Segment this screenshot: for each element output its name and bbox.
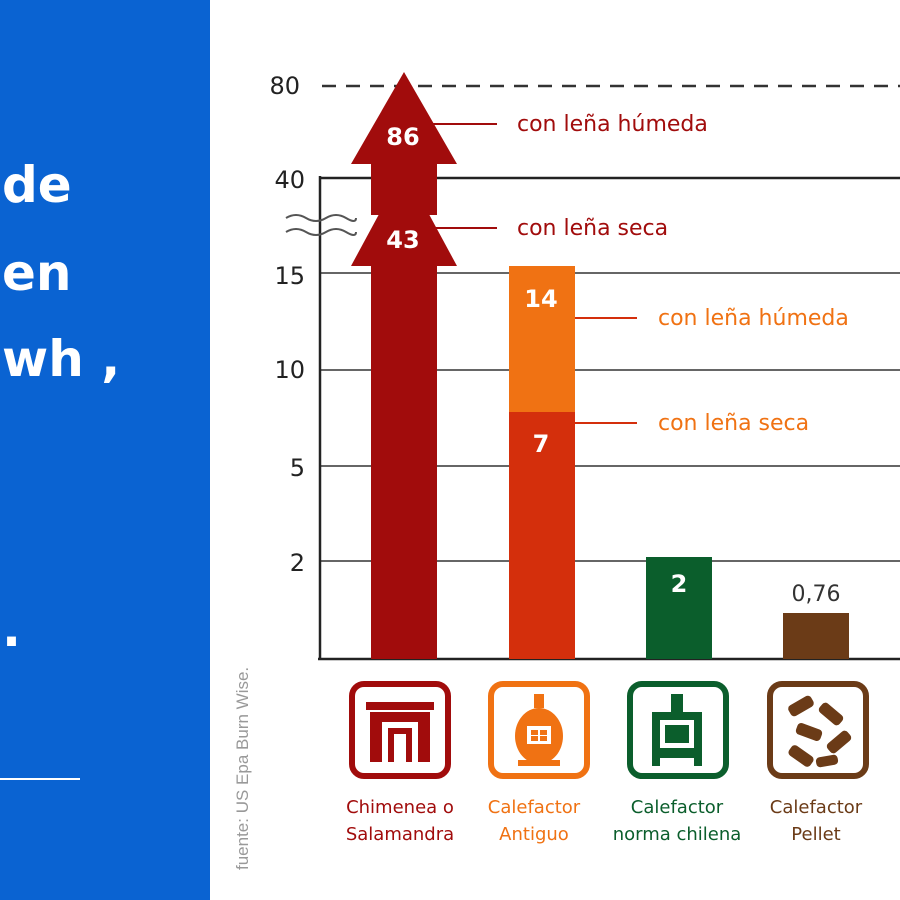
category-label-3-line2: norma chilena xyxy=(613,824,742,845)
annotation-chimenea-wet: con leña húmeda xyxy=(517,112,708,137)
source-note: fuente: US Epa Burn Wise. xyxy=(233,667,252,870)
panel-divider xyxy=(0,778,80,780)
bar-antiguo-wet xyxy=(509,266,575,412)
value-label-43: 43 xyxy=(386,226,419,254)
category-label-2-line2: Antiguo xyxy=(499,824,569,845)
left-panel: de en wh , . xyxy=(0,0,210,900)
annotation-antiguo-dry: con leña seca xyxy=(658,411,809,436)
panel-text-line-3: wh , xyxy=(2,330,121,388)
panel-text-line-4: . xyxy=(2,600,21,658)
value-label-86: 86 xyxy=(386,123,419,151)
category-label-4-line1: Calefactor xyxy=(770,797,863,818)
value-label-7: 7 xyxy=(533,430,550,458)
category-label-4-line2: Pellet xyxy=(791,824,840,845)
bar-antiguo-dry xyxy=(509,412,575,659)
bar-pellet xyxy=(783,613,849,659)
panel-text-line-2: en xyxy=(2,244,72,302)
axis-break-icon xyxy=(285,214,357,236)
y-tick-10: 10 xyxy=(274,356,305,384)
old-stove-icon xyxy=(488,681,590,779)
value-label-14: 14 xyxy=(524,285,557,313)
y-tick-2: 2 xyxy=(290,549,305,577)
category-label-3-line1: Calefactor xyxy=(631,797,724,818)
bar-chimenea-arrow-wet xyxy=(351,72,457,215)
fireplace-icon xyxy=(349,681,451,779)
value-label-2: 2 xyxy=(671,570,688,598)
category-label-1-line1: Chimenea o xyxy=(346,797,454,818)
bar-chimenea-shaft xyxy=(371,262,437,659)
bar-chimenea-arrow-dry xyxy=(351,168,457,266)
category-label-1-line2: Salamandra xyxy=(346,824,454,845)
y-tick-5: 5 xyxy=(290,454,305,482)
panel-text-line-1: de xyxy=(2,156,72,214)
category-label-2-line1: Calefactor xyxy=(488,797,581,818)
y-tick-40: 40 xyxy=(274,166,305,194)
bar-norma-chilena xyxy=(646,557,712,659)
bar-chimenea xyxy=(351,72,457,659)
pellet-icon xyxy=(767,681,869,779)
y-tick-15: 15 xyxy=(274,262,305,290)
annotation-chimenea-dry: con leña seca xyxy=(517,216,668,241)
certified-stove-icon xyxy=(627,681,729,779)
emissions-chart: fuente: US Epa Burn Wise. 80 40 15 10 5 … xyxy=(233,72,900,870)
annotation-antiguo-wet: con leña húmeda xyxy=(658,306,849,331)
y-tick-80: 80 xyxy=(269,72,300,100)
value-label-076: 0,76 xyxy=(792,582,841,607)
